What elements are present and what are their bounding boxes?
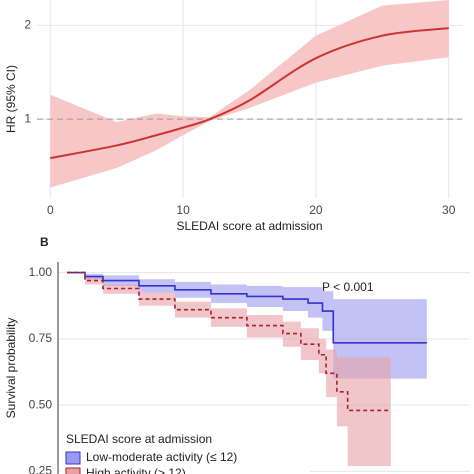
x-tick-label: 20: [309, 203, 323, 217]
x-axis-label: SLEDAI score at admission: [176, 219, 322, 233]
legend-key: [65, 451, 81, 465]
survival-curve: [66, 271, 427, 344]
x-tick-label: 30: [442, 203, 456, 217]
y-tick-label: 2: [24, 18, 31, 32]
legend-box: [60, 430, 310, 474]
legend-key: [65, 467, 81, 474]
y-tick-label: 1: [24, 111, 31, 125]
ci-band: [66, 272, 391, 467]
y-tick-label: 0.25: [29, 464, 53, 474]
panel-label: B: [40, 235, 49, 249]
legend-label: High activity (> 12): [86, 466, 186, 474]
x-tick-label: 0: [47, 203, 54, 217]
x-tick-label: 10: [176, 203, 190, 217]
legend-title: SLEDAI score at admission: [66, 432, 212, 446]
hr-curve: [50, 27, 449, 160]
y-tick-label: 0.50: [29, 397, 53, 411]
ci-band: [50, 0, 449, 188]
p-value: P < 0.001: [322, 280, 374, 294]
y-axis-label: HR (95% CI): [4, 65, 18, 133]
y-axis-label: Survival probability: [4, 318, 18, 419]
y-tick-label: 0.75: [29, 331, 53, 345]
survival-curve: [66, 271, 391, 412]
legend-label: Low-moderate activity (≤ 12): [86, 450, 237, 464]
y-tick-label: 1.00: [29, 265, 53, 279]
